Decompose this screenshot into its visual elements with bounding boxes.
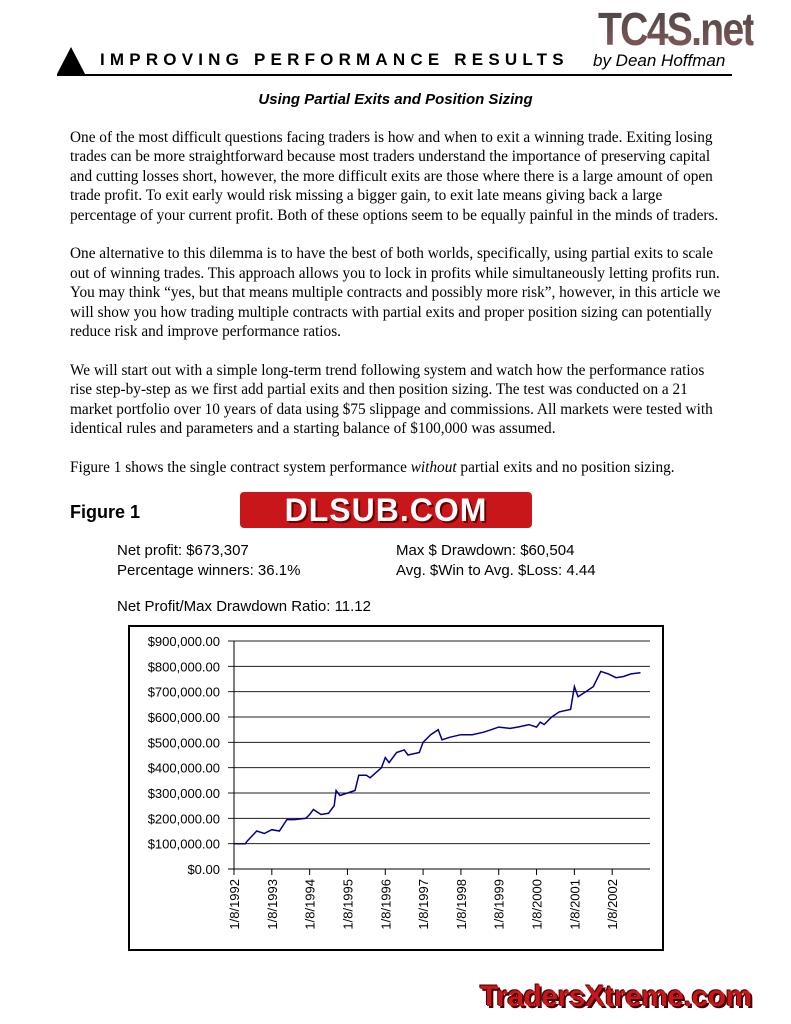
y-tick-label: $100,000.00 bbox=[148, 837, 220, 852]
y-tick-label: $800,000.00 bbox=[148, 659, 220, 674]
article-subtitle: Using Partial Exits and Position Sizing bbox=[258, 91, 533, 108]
y-tick-label: $400,000.00 bbox=[148, 761, 220, 776]
y-tick-label: $200,000.00 bbox=[148, 811, 220, 826]
x-tick-label: 1/8/2002 bbox=[605, 879, 620, 930]
header-title: IMPROVING PERFORMANCE RESULTS bbox=[100, 50, 569, 69]
tc4s-logo: TC4S.net bbox=[598, 3, 756, 55]
emphasis: without bbox=[410, 458, 457, 476]
x-tick-label: 1/8/1999 bbox=[492, 879, 507, 930]
byline: by Dean Hoffman bbox=[593, 51, 726, 70]
stat-win-loss: Avg. $Win to Avg. $Loss: 4.44 bbox=[396, 562, 596, 579]
chart-frame: $0.00 $100,000.00 $200,000.00 $300,000.00 $4… bbox=[128, 625, 664, 951]
dlsub-logo: DLSUB.COM bbox=[240, 492, 532, 528]
paragraph: One of the most difficult questions faci… bbox=[70, 129, 719, 224]
x-tick-label: 1/8/1997 bbox=[416, 879, 431, 930]
x-tick-label: 1/8/1993 bbox=[265, 879, 280, 930]
figure-label: Figure 1 bbox=[70, 502, 141, 522]
stat-max-drawdown: Max $ Drawdown: $60,504 bbox=[396, 542, 575, 559]
y-tick-label: $0.00 bbox=[187, 862, 220, 877]
x-tick-label: 1/8/2001 bbox=[567, 879, 582, 930]
paragraph: One alternative to this dilemma is to ha… bbox=[70, 245, 721, 341]
header-rule bbox=[57, 74, 732, 76]
text: partial exits and no position sizing. bbox=[456, 458, 675, 476]
x-tick-label: 1/8/1998 bbox=[454, 879, 469, 930]
tradersxtreme-logo: TradersXtreme.com bbox=[480, 980, 752, 1013]
x-tick-label: 1/8/2000 bbox=[530, 879, 545, 930]
x-tick-label: 1/8/1996 bbox=[378, 879, 393, 930]
article-body: One of the most difficult questions faci… bbox=[70, 128, 730, 497]
y-tick-label: $900,000.00 bbox=[148, 634, 220, 649]
y-tick-label: $600,000.00 bbox=[148, 710, 220, 725]
paragraph: We will start out with a simple long-ter… bbox=[70, 361, 713, 438]
y-tick-label: $300,000.00 bbox=[148, 786, 220, 801]
equity-chart: $0.00 $100,000.00 $200,000.00 $300,000.00 $4… bbox=[148, 634, 650, 930]
paragraph: Figure 1 shows the single contract syste… bbox=[70, 458, 730, 477]
stat-net-profit: Net profit: $673,307 bbox=[117, 542, 249, 559]
x-tick-label: 1/8/1995 bbox=[340, 879, 355, 930]
x-tick-label: 1/8/1992 bbox=[227, 879, 242, 930]
y-tick-label: $500,000.00 bbox=[148, 735, 220, 750]
x-tick-label: 1/8/1994 bbox=[303, 879, 318, 930]
triangle-icon bbox=[57, 47, 85, 74]
stat-ratio: Net Profit/Max Drawdown Ratio: 11.12 bbox=[117, 598, 371, 615]
y-tick-label: $700,000.00 bbox=[148, 685, 220, 700]
equity-line bbox=[234, 670, 641, 845]
text: Figure 1 shows the single contract syste… bbox=[70, 458, 411, 476]
stat-pct-winners: Percentage winners: 36.1% bbox=[117, 562, 301, 579]
